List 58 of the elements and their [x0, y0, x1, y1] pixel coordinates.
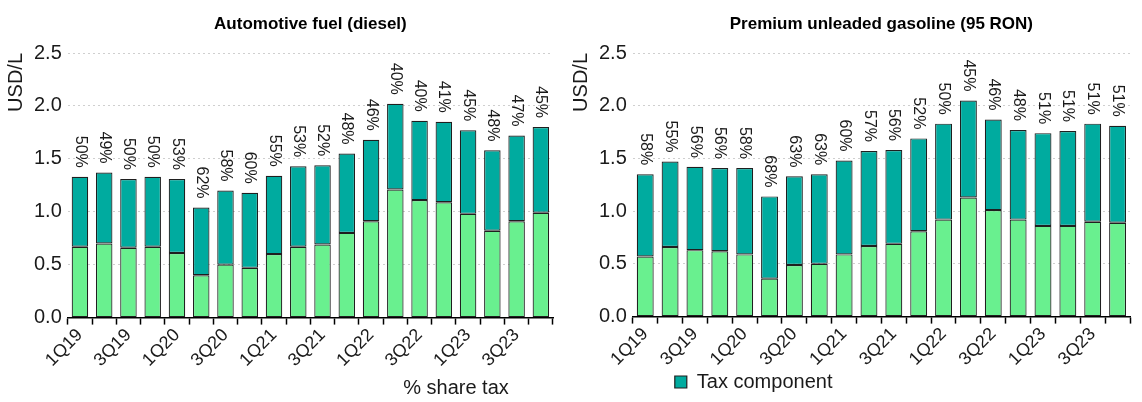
annotation: 63%: [811, 133, 829, 166]
annotation: 58%: [637, 133, 655, 166]
annotation: 50%: [936, 82, 954, 115]
text: % share tax: [403, 376, 509, 398]
y-tick-label: 1.5: [598, 145, 627, 168]
annotation: 51%: [1060, 89, 1078, 123]
annotation: 68%: [762, 155, 780, 188]
annotation: 58%: [218, 149, 236, 182]
y-tick-label: 0.5: [598, 251, 627, 274]
annotation: 60%: [836, 119, 854, 152]
annotation: 45%: [961, 59, 978, 92]
y-tick-label: 2.0: [33, 93, 62, 116]
annotation: 45%: [533, 86, 551, 119]
annotation: 47%: [509, 94, 527, 127]
annotation: 53%: [290, 125, 308, 158]
annotation: 57%: [861, 110, 879, 143]
annotation: 56%: [712, 126, 730, 159]
y-tick-label: 1.5: [33, 146, 62, 169]
y-tick-label: 0.5: [33, 252, 62, 275]
annotation: 46%: [363, 98, 381, 131]
chart-title: Automotive fuel (diesel): [214, 13, 407, 33]
annotation: 62%: [193, 166, 211, 199]
y-axis-title: USD/L: [3, 53, 26, 112]
y-tick-label: 0.0: [33, 305, 62, 328]
y-tick-label: 2.5: [33, 40, 62, 63]
annotation: 56%: [886, 108, 904, 141]
annotation: 55%: [266, 134, 284, 167]
annotation: 56%: [687, 125, 705, 158]
annotation: 60%: [242, 151, 260, 184]
chart-title: Premium unleaded gasoline (95 RON): [729, 13, 1034, 33]
annotation: 48%: [339, 112, 357, 145]
annotation: 52%: [911, 97, 929, 130]
annotation: 63%: [786, 135, 804, 168]
y-tick-label: 1.0: [33, 199, 62, 222]
annotation: 50%: [145, 135, 163, 168]
annotation: 50%: [121, 137, 139, 170]
annotation: 41%: [436, 80, 454, 113]
annotation: 58%: [737, 126, 755, 159]
annotation: 52%: [315, 124, 333, 157]
annotation: 50%: [72, 135, 90, 168]
annotation: 46%: [985, 78, 1003, 111]
legend-label: Tax component: [696, 369, 833, 392]
y-tick-label: 2.5: [598, 40, 627, 63]
annotation: 40%: [387, 62, 405, 95]
annotation: 49%: [96, 131, 114, 164]
annotation: 48%: [1010, 88, 1028, 121]
annotation: 55%: [662, 120, 680, 153]
y-axis-title: USD/L: [568, 53, 591, 112]
y-tick-label: 1.0: [598, 198, 627, 221]
annotation: 45%: [460, 89, 478, 122]
y-tick-label: 0.0: [598, 304, 627, 327]
annotation: 51%: [1110, 84, 1128, 117]
y-tick-label: 2.0: [598, 93, 627, 116]
annotation: 40%: [412, 79, 430, 112]
annotation: 51%: [1085, 82, 1103, 115]
annotation: 48%: [484, 109, 502, 142]
annotation: 53%: [169, 137, 187, 170]
annotation: 51%: [1035, 92, 1053, 125]
